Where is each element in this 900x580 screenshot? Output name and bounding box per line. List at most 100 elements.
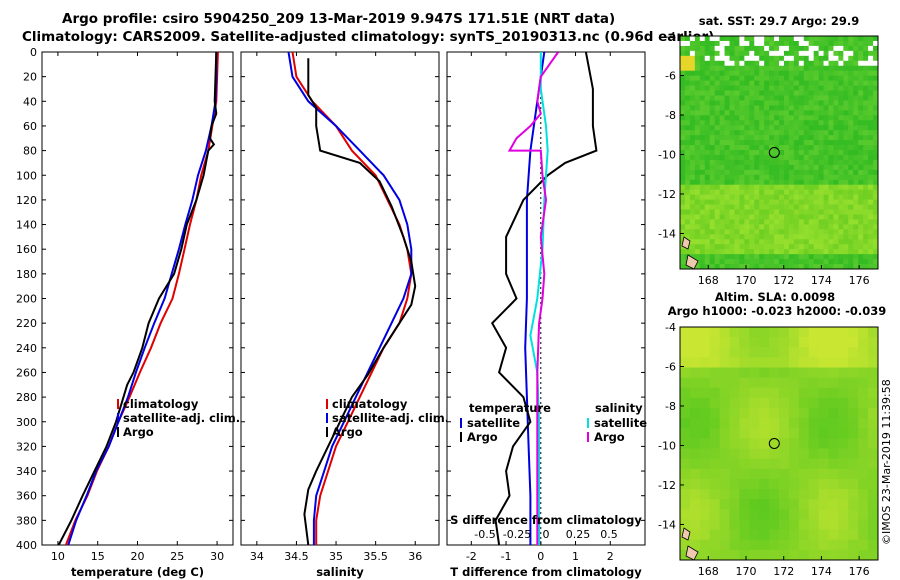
map-x-tick-label: 170 — [736, 565, 757, 578]
x-tick-label: 1 — [572, 550, 579, 563]
sla_map-frame — [679, 326, 879, 561]
sla-map-title-line2: Argo h1000: -0.023 h2000: -0.039 — [668, 304, 887, 318]
legend-label: climatology — [123, 397, 199, 411]
x-tick-label: 25 — [170, 550, 184, 563]
x-tick-label: 0 — [537, 550, 544, 563]
legend-label: Argo — [467, 430, 498, 444]
map-y-tick-label: -6 — [665, 69, 676, 82]
sla_map: 168 170 172 174 176 -4 -6 -8 -10 -12 -14 Altim. SLA… — [658, 290, 886, 578]
map-y-tick-label: -12 — [658, 479, 676, 492]
legend-label: Argo — [123, 425, 154, 439]
map-y-tick-label: -14 — [658, 227, 676, 240]
x-tick-label: 2 — [607, 550, 614, 563]
argo-location-marker — [768, 438, 780, 449]
y-tick-label: 120 — [16, 194, 37, 207]
map-x-tick-label: 168 — [698, 565, 719, 578]
x-tick-label: 36 — [408, 550, 422, 563]
x-tick-label: -2 — [466, 550, 477, 563]
salinity-argo-line — [507, 52, 560, 545]
legend-label: Argo — [332, 425, 363, 439]
x-tick-label: 35 — [329, 550, 343, 563]
y-tick-label: 320 — [16, 440, 37, 453]
legend-label: Argo — [594, 430, 625, 444]
argo-location-marker — [768, 147, 780, 158]
x-tick-label: -1 — [501, 550, 512, 563]
y-tick-label: 260 — [16, 366, 37, 379]
map-x-tick-label: 176 — [849, 274, 870, 287]
top-tick-label: 0.5 — [600, 528, 618, 541]
map-y-tick-label: -8 — [665, 400, 676, 413]
climatology-line — [291, 52, 413, 545]
imos-credit: ©IMOS 23-Mar-2019 11:39:58 — [880, 379, 893, 545]
y-tick-label: 300 — [16, 416, 37, 429]
y-tick-label: 140 — [16, 219, 37, 232]
salinity-panel: 34 34.5 35 35.5 36 salinity climatologysatelli… — [240, 51, 449, 579]
difference-panel: -2 -1 0 1 2 T difference from climatology temp… — [446, 51, 647, 579]
y-tick-label: 400 — [16, 539, 37, 552]
x-axis-label: T difference from climatology — [450, 565, 642, 579]
map-x-tick-label: 168 — [698, 274, 719, 287]
y-tick-label: 80 — [23, 145, 37, 158]
x-tick-label: 20 — [131, 550, 145, 563]
sla-map-title-line1: Altim. SLA: 0.0098 — [715, 290, 835, 304]
map-y-tick-label: -8 — [665, 109, 676, 122]
temperature-argo-line — [490, 52, 598, 545]
top-axis-label: S difference from climatology — [450, 513, 642, 527]
map-x-tick-label: 172 — [773, 565, 794, 578]
map-x-tick-label: 172 — [773, 274, 794, 287]
legend-label: satellite-adj. clim. — [332, 411, 449, 425]
temperature-panel: 0 20 40 60 80 100 120 140 160 180 200 220 240 260 280 3… — [16, 46, 240, 579]
y-tick-label: 220 — [16, 317, 37, 330]
map-y-tick-label: -10 — [658, 148, 676, 161]
y-tick-label: 40 — [23, 95, 37, 108]
top-tick-label: 0 — [543, 528, 550, 541]
x-tick-label: 34.5 — [284, 550, 309, 563]
legend-label: satellite — [594, 416, 647, 430]
y-tick-label: 380 — [16, 514, 37, 527]
y-tick-label: 160 — [16, 243, 37, 256]
top-tick-label: -0.25 — [503, 528, 531, 541]
satellite-adj-clim--line — [287, 52, 413, 545]
top-tick-label: 0.25 — [566, 528, 591, 541]
x-tick-label: 10 — [51, 550, 65, 563]
legend-title-salinity: salinity — [595, 401, 643, 415]
y-tick-label: 0 — [30, 46, 37, 59]
y-tick-label: 280 — [16, 391, 37, 404]
sla_map-grid — [680, 327, 879, 561]
map-y-tick-label: -10 — [658, 439, 676, 452]
y-tick-label: 240 — [16, 342, 37, 355]
sst-map-title: sat. SST: 29.7 Argo: 29.9 — [699, 14, 859, 28]
figure-title-line2: Climatology: CARS2009. Satellite-adjuste… — [22, 29, 715, 45]
x-tick-label: 15 — [91, 550, 105, 563]
sst_map-grid — [680, 36, 879, 270]
map-x-tick-label: 174 — [811, 274, 832, 287]
argo-line — [57, 52, 218, 545]
y-tick-label: 60 — [23, 120, 37, 133]
sst_map: 168 170 172 174 176 -4 -6 -8 -10 -12 -14 sat. SST: … — [658, 14, 879, 287]
x-tick-label: 35.5 — [363, 550, 388, 563]
map-x-tick-label: 170 — [736, 274, 757, 287]
temperature-plot-frame — [41, 51, 234, 546]
sst_map-frame — [679, 35, 879, 270]
x-tick-label: 30 — [210, 550, 224, 563]
figure-title-line1: Argo profile: csiro 5904250_209 13-Mar-2… — [62, 11, 616, 27]
y-tick-label: 360 — [16, 490, 37, 503]
map-y-tick-label: -4 — [665, 30, 676, 43]
x-axis-label: salinity — [316, 565, 364, 579]
map-y-tick-label: -12 — [658, 188, 676, 201]
y-tick-label: 100 — [16, 169, 37, 182]
y-tick-label: 340 — [16, 465, 37, 478]
map-y-tick-label: -14 — [658, 518, 676, 531]
legend-label: climatology — [332, 397, 408, 411]
x-axis-label: temperature (deg C) — [71, 565, 204, 579]
legend-label: satellite-adj. clim. — [123, 411, 240, 425]
top-tick-label: -0.5 — [474, 528, 495, 541]
legend-title-temperature: temperature — [469, 401, 551, 415]
map-y-tick-label: -4 — [665, 321, 676, 334]
map-y-tick-label: -6 — [665, 360, 676, 373]
y-tick-label: 180 — [16, 268, 37, 281]
map-x-tick-label: 174 — [811, 565, 832, 578]
legend-label: satellite — [467, 416, 520, 430]
y-tick-label: 20 — [23, 71, 37, 84]
